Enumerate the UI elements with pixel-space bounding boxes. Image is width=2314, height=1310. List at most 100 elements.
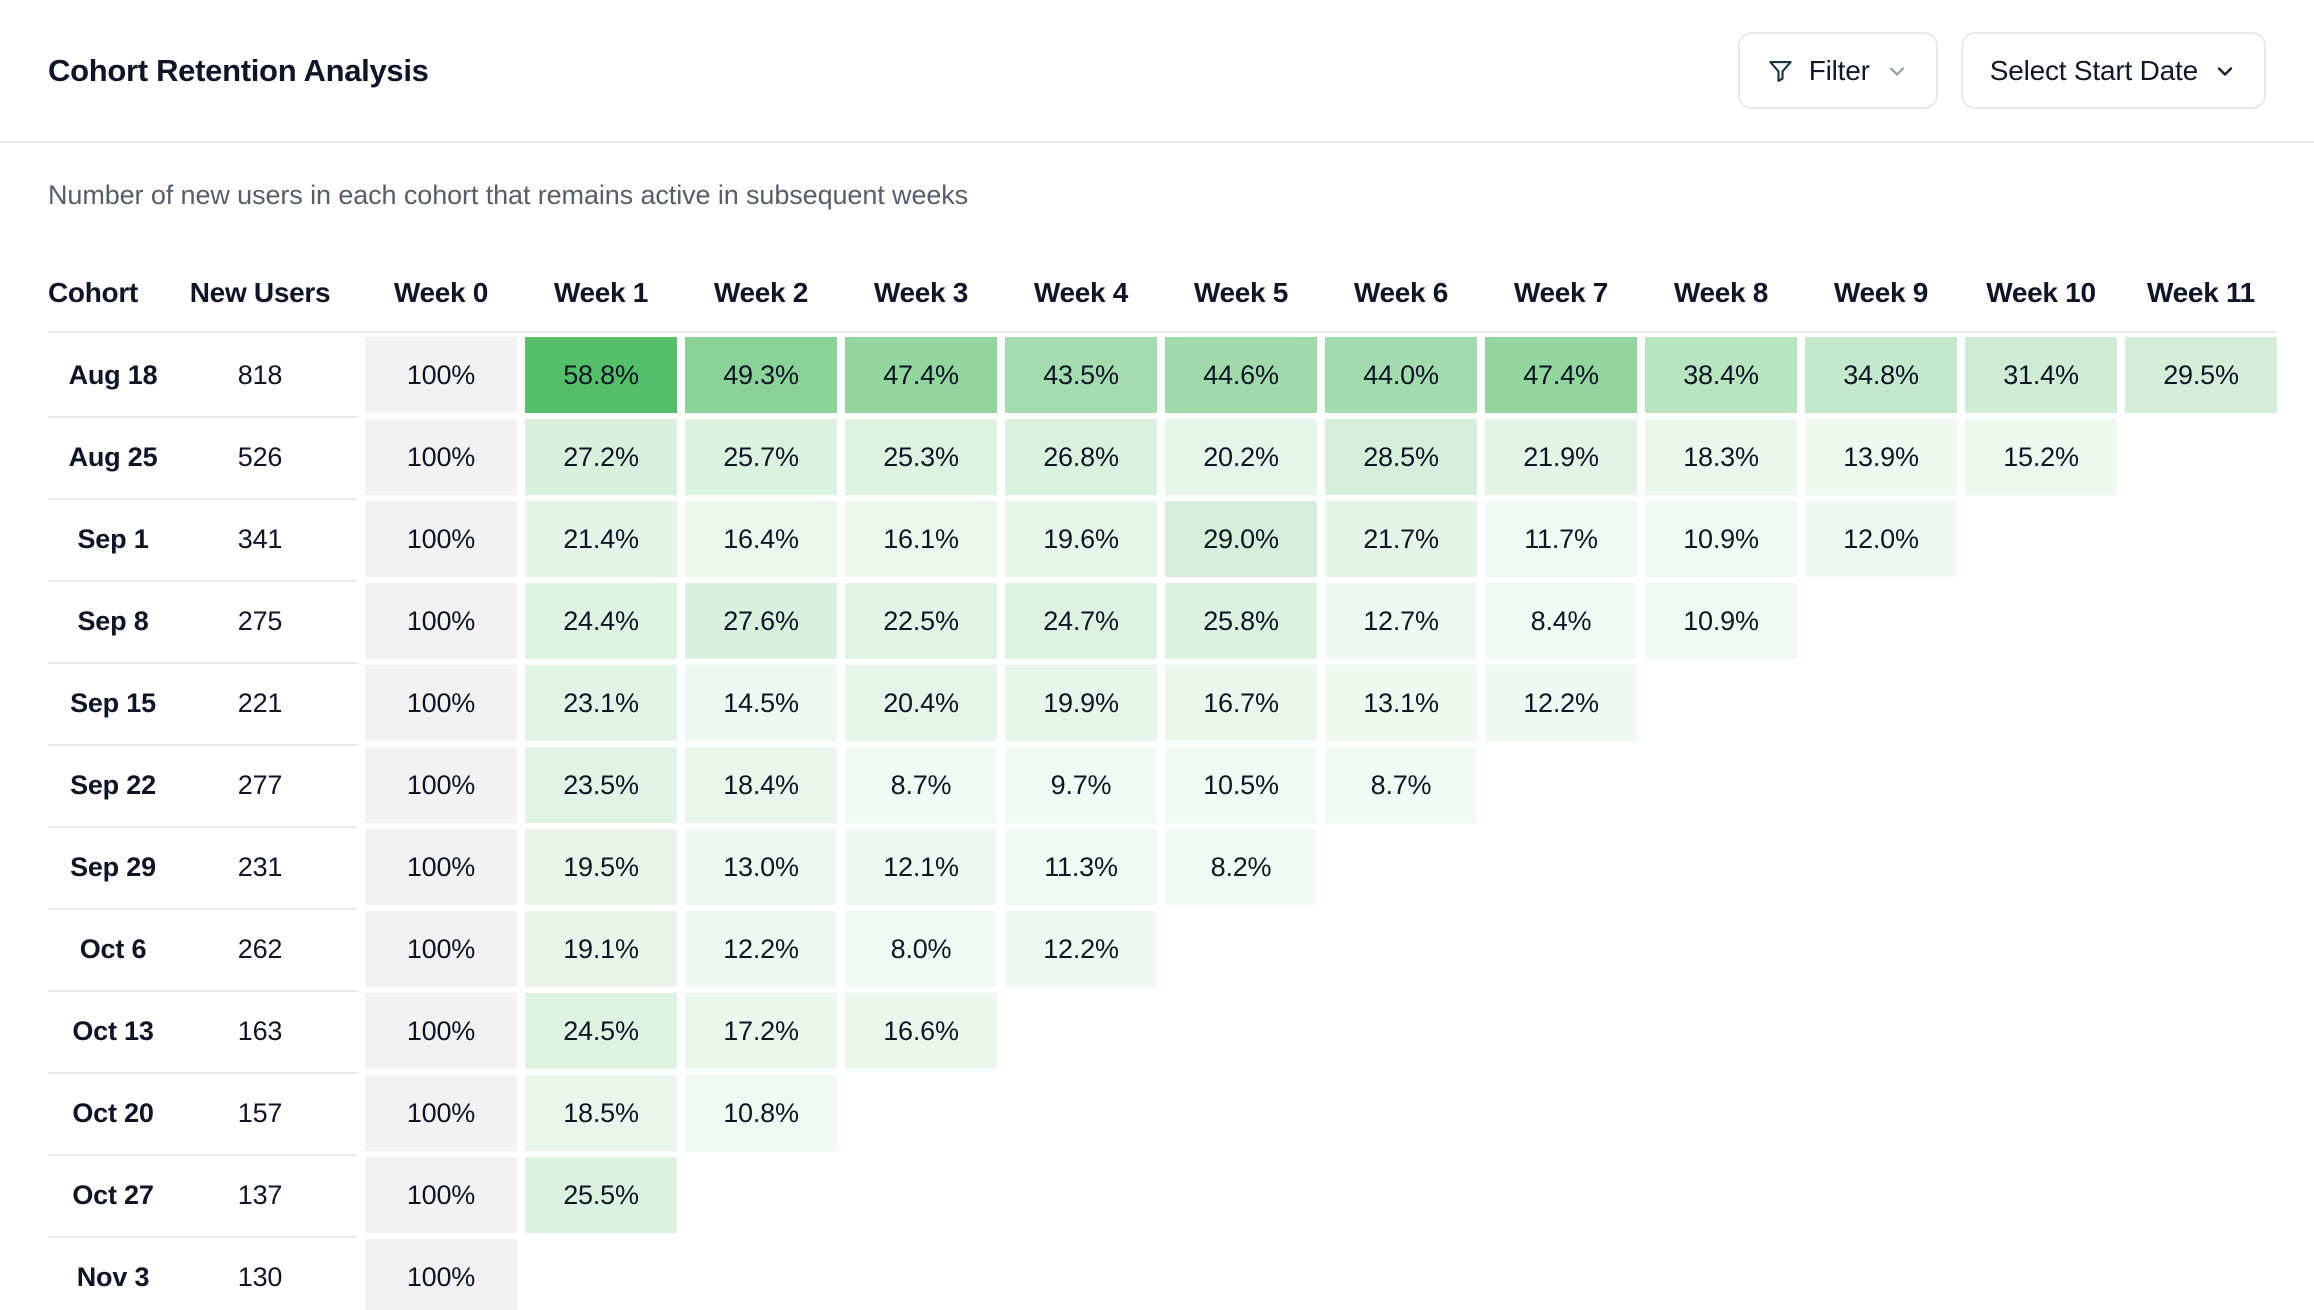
page-title: Cohort Retention Analysis: [48, 52, 429, 88]
column-header-new-users: New Users: [189, 277, 331, 308]
table-row: Sep 22 277 100% 23.5% 18.4% 8.7% 9.7% 10.5% 8.7%: [48, 747, 2277, 829]
retention-cell-week-8: 10.9%: [1645, 583, 1797, 659]
retention-cell-week-8: 38.4%: [1645, 337, 1797, 413]
cohort-label: Oct 20: [72, 1097, 154, 1128]
row-spacer: [342, 1157, 357, 1233]
select-start-date-button[interactable]: Select Start Date: [1960, 32, 2266, 109]
cohort-label: Sep 1: [77, 523, 149, 554]
column-header-week-8: Week 8: [1673, 277, 1769, 308]
retention-cell-week-8: 10.9%: [1645, 501, 1797, 577]
retention-cell-week-5: 8.2%: [1165, 829, 1317, 905]
retention-cell-week-4: 11.3%: [1005, 829, 1157, 905]
table-row: Oct 27 137 100% 25.5%: [48, 1157, 2277, 1239]
retention-cell-week-2: 17.2%: [685, 993, 837, 1069]
row-separator: [48, 744, 357, 746]
new-users-value: 137: [237, 1179, 283, 1210]
new-users-value: 818: [237, 359, 283, 390]
column-header-week-11: Week 11: [2147, 277, 2255, 308]
cohort-label: Nov 3: [76, 1261, 150, 1292]
retention-cell-week-7: 11.7%: [1485, 501, 1637, 577]
retention-cell-week-3: 8.7%: [845, 747, 997, 823]
retention-cell-week-0: 100%: [365, 1075, 517, 1151]
retention-cell-week-1: 58.8%: [525, 337, 677, 413]
row-separator: [48, 580, 357, 582]
select-start-date-label: Select Start Date: [1989, 54, 2198, 86]
retention-cell-week-3: 25.3%: [845, 419, 997, 495]
row-spacer: [342, 419, 357, 495]
retention-cell-week-6: 8.7%: [1325, 747, 1477, 823]
cohort-retention-table: Cohort New Users Week 0 Week 1 Week 2 Week 3 W…: [48, 277, 2277, 1310]
column-header-week-10: Week 10: [1986, 277, 2096, 308]
retention-cell-week-1: 24.4%: [525, 583, 677, 659]
retention-cell-week-4: 12.2%: [1005, 911, 1157, 987]
retention-cell-week-6: 21.7%: [1325, 501, 1477, 577]
table-row: Aug 25 526 100% 27.2% 25.7% 25.3% 26.8% 20.2% 28…: [48, 419, 2277, 501]
cohort-label: Oct 13: [72, 1015, 154, 1046]
new-users-value: 277: [237, 769, 283, 800]
table-row: Sep 29 231 100% 19.5% 13.0% 12.1% 11.3% 8.2%: [48, 829, 2277, 911]
retention-cell-week-6: 28.5%: [1325, 419, 1477, 495]
retention-cell-week-0: 100%: [365, 419, 517, 495]
column-header-week-2: Week 2: [713, 277, 809, 308]
table-top-divider: [48, 331, 2277, 333]
retention-cell-week-10: 31.4%: [1965, 337, 2117, 413]
retention-cell-week-2: 18.4%: [685, 747, 837, 823]
new-users-value: 130: [237, 1261, 283, 1292]
table-row: Oct 13 163 100% 24.5% 17.2% 16.6%: [48, 993, 2277, 1075]
retention-cell-week-3: 8.0%: [845, 911, 997, 987]
retention-cell-week-1: 25.5%: [525, 1157, 677, 1233]
cohort-label: Oct 27: [72, 1179, 154, 1210]
filter-button[interactable]: Filter: [1737, 32, 1938, 109]
row-spacer: [342, 337, 357, 413]
row-separator: [48, 498, 357, 500]
row-spacer: [342, 583, 357, 659]
retention-cell-week-3: 16.1%: [845, 501, 997, 577]
column-header-week-9: Week 9: [1833, 277, 1929, 308]
table-row: Sep 1 341 100% 21.4% 16.4% 16.1% 19.6% 29.0% 21.…: [48, 501, 2277, 583]
retention-cell-week-5: 25.8%: [1165, 583, 1317, 659]
cohort-label: Aug 18: [68, 359, 158, 390]
filter-funnel-icon: [1767, 57, 1794, 84]
retention-cell-week-0: 100%: [365, 337, 517, 413]
retention-cell-week-10: 15.2%: [1965, 419, 2117, 495]
date-chevron-down-icon: [2213, 59, 2237, 83]
cohort-label: Aug 25: [68, 441, 158, 472]
retention-cell-week-8: 18.3%: [1645, 419, 1797, 495]
retention-cell-week-2: 49.3%: [685, 337, 837, 413]
retention-cell-week-3: 47.4%: [845, 337, 997, 413]
retention-cell-week-4: 9.7%: [1005, 747, 1157, 823]
retention-cell-week-3: 22.5%: [845, 583, 997, 659]
retention-cell-week-3: 16.6%: [845, 993, 997, 1069]
table-row: Sep 15 221 100% 23.1% 14.5% 20.4% 19.9% 16.7% 13…: [48, 665, 2277, 747]
retention-cell-week-4: 19.6%: [1005, 501, 1157, 577]
new-users-value: 262: [237, 933, 283, 964]
new-users-value: 341: [237, 523, 283, 554]
retention-cell-week-5: 29.0%: [1165, 501, 1317, 577]
column-header-week-5: Week 5: [1193, 277, 1289, 308]
retention-cell-week-2: 16.4%: [685, 501, 837, 577]
row-spacer: [342, 1075, 357, 1151]
row-spacer: [342, 911, 357, 987]
column-header-cohort: Cohort: [48, 277, 138, 308]
retention-cell-week-5: 44.6%: [1165, 337, 1317, 413]
retention-cell-week-0: 100%: [365, 829, 517, 905]
retention-cell-week-0: 100%: [365, 911, 517, 987]
retention-cell-week-0: 100%: [365, 501, 517, 577]
row-spacer: [342, 501, 357, 577]
retention-cell-week-2: 25.7%: [685, 419, 837, 495]
retention-cell-week-9: 34.8%: [1805, 337, 1957, 413]
retention-cell-week-2: 10.8%: [685, 1075, 837, 1151]
retention-cell-week-1: 21.4%: [525, 501, 677, 577]
row-separator: [48, 908, 357, 910]
new-users-value: 163: [237, 1015, 283, 1046]
row-separator: [48, 416, 357, 418]
new-users-value: 221: [237, 687, 283, 718]
retention-cell-week-7: 47.4%: [1485, 337, 1637, 413]
retention-cell-week-5: 16.7%: [1165, 665, 1317, 741]
table-row: Nov 3 130 100%: [48, 1239, 2277, 1310]
table-header-row: Cohort New Users Week 0 Week 1 Week 2 Week 3 W…: [48, 277, 2277, 309]
retention-cell-week-2: 13.0%: [685, 829, 837, 905]
row-separator: [48, 662, 357, 664]
table-subtitle: Number of new users in each cohort that …: [48, 180, 969, 210]
row-spacer: [342, 747, 357, 823]
